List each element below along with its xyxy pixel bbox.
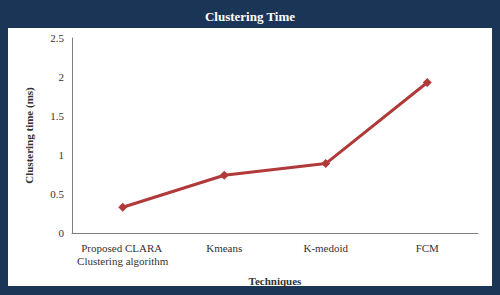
svg-text:FCM: FCM xyxy=(416,242,439,254)
svg-text:K-medoid: K-medoid xyxy=(303,242,348,254)
svg-text:0: 0 xyxy=(59,227,65,239)
svg-text:Clustering time (ms): Clustering time (ms) xyxy=(23,87,36,184)
svg-text:Proposed CLARA: Proposed CLARA xyxy=(81,242,164,254)
svg-text:2.5: 2.5 xyxy=(50,32,64,44)
svg-text:1: 1 xyxy=(59,149,65,161)
svg-text:Clustering Time: Clustering Time xyxy=(205,9,295,24)
svg-text:2: 2 xyxy=(59,71,65,83)
svg-text:0.5: 0.5 xyxy=(50,188,64,200)
svg-text:1.5: 1.5 xyxy=(50,110,64,122)
svg-text:Clustering algorithm: Clustering algorithm xyxy=(77,255,169,267)
svg-text:Kmeans: Kmeans xyxy=(206,242,242,254)
svg-text:Techniques: Techniques xyxy=(249,275,303,287)
